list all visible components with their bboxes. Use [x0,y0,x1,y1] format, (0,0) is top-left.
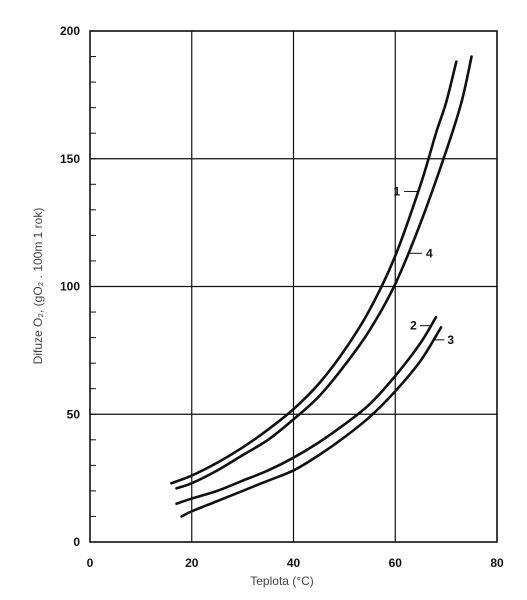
y-tick-labels: 0 50 100 150 200 [60,24,80,549]
y-tick-label-3: 150 [60,152,80,166]
series-label-3: 3 [447,333,454,347]
series-line-1 [170,60,458,485]
y-tick-label-1: 50 [67,407,81,421]
x-tick-label-3: 60 [389,556,403,570]
x-tick-label-4: 80 [490,556,504,570]
y-tick-label-4: 200 [60,24,80,38]
y-tick-label-0: 0 [73,535,80,549]
series-label-2: 2 [410,319,417,333]
x-tick-label-1: 20 [185,556,199,570]
x-tick-label-0: 0 [87,556,94,570]
series-labels: 1 4 2 3 [393,184,454,346]
series-line-4 [175,55,473,490]
x-tick-label-2: 40 [287,556,301,570]
x-axis-label: Teplota (°C) [250,574,314,588]
series-label-1: 1 [393,184,400,198]
series-label-4: 4 [426,246,433,260]
y-tick-label-2: 100 [60,280,80,294]
x-tick-labels: 0 20 40 60 80 [87,556,504,570]
grid [89,30,498,543]
series-line-2 [175,315,438,505]
series-line-3 [180,326,443,518]
y-axis-label: Difuze O₂, (gO₂ . 100m 1 rok) [31,208,45,365]
series-lines [170,55,473,518]
y-minor-ticks [90,30,96,543]
